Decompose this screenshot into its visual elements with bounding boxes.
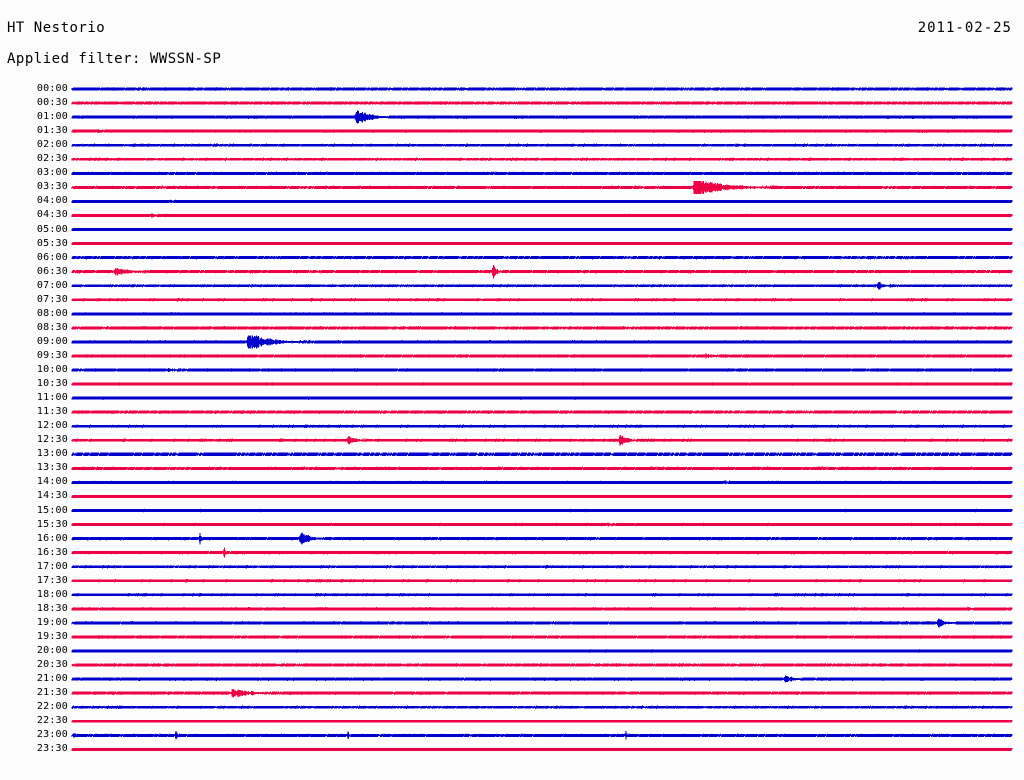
time-label: 06:00 xyxy=(36,251,68,263)
time-label: 22:30 xyxy=(36,715,68,727)
time-label: 18:30 xyxy=(36,602,68,614)
time-label: 00:30 xyxy=(36,97,68,109)
seismic-traces xyxy=(71,86,1013,752)
time-label: 11:30 xyxy=(36,406,68,418)
time-label: 10:00 xyxy=(36,364,68,375)
time-label: 02:00 xyxy=(36,139,68,151)
time-label: 19:00 xyxy=(36,616,68,628)
time-label: 05:30 xyxy=(36,237,68,249)
time-label: 04:00 xyxy=(36,195,68,207)
time-label: 16:30 xyxy=(36,546,68,558)
time-label: 09:30 xyxy=(36,349,68,361)
time-label: 13:30 xyxy=(36,462,68,474)
time-label: 08:30 xyxy=(36,321,68,333)
applied-filter-label: Applied filter: WWSSN-SP xyxy=(7,51,222,67)
time-label: 05:00 xyxy=(36,223,68,235)
time-label: 12:30 xyxy=(36,434,68,446)
time-label: 04:30 xyxy=(36,209,68,221)
station-title: HT Nestorio xyxy=(7,20,106,36)
time-label: 06:30 xyxy=(36,265,68,277)
time-label: 19:30 xyxy=(36,630,68,642)
record-date: 2011-02-25 xyxy=(917,20,1012,36)
time-label: 08:00 xyxy=(36,307,68,319)
time-label: 03:00 xyxy=(36,167,68,179)
time-label: 09:00 xyxy=(36,335,68,347)
time-label: 01:30 xyxy=(36,125,68,137)
time-label: 00:00 xyxy=(36,83,68,94)
time-label: 02:30 xyxy=(36,153,68,165)
time-label: 23:00 xyxy=(36,729,68,741)
time-label: 22:00 xyxy=(36,701,68,713)
time-label: 10:30 xyxy=(36,378,68,390)
time-label: 07:00 xyxy=(36,279,68,291)
time-label: 07:30 xyxy=(36,293,68,305)
time-label: 21:30 xyxy=(36,687,68,699)
time-label: 17:00 xyxy=(36,560,68,572)
time-label: 17:30 xyxy=(36,574,68,586)
time-label: 15:30 xyxy=(36,518,68,530)
time-label: 14:30 xyxy=(36,490,68,502)
time-label: 13:00 xyxy=(36,448,68,460)
time-label: 20:00 xyxy=(36,645,68,656)
time-label: 16:00 xyxy=(36,532,68,544)
time-label: 23:30 xyxy=(36,743,68,755)
time-label: 12:00 xyxy=(36,420,68,432)
helicorder-plot: 00:00 00:30 01:00 01:30 02:00 02:30 03:00 03:30… xyxy=(0,78,1024,774)
time-label: 15:00 xyxy=(36,504,68,516)
time-label: 03:30 xyxy=(36,181,68,193)
time-label: 01:00 xyxy=(36,111,68,123)
time-label: 11:00 xyxy=(36,392,68,404)
time-label: 21:00 xyxy=(36,673,68,685)
time-label: 14:00 xyxy=(36,476,68,488)
time-label: 20:30 xyxy=(36,659,68,671)
time-label: 18:00 xyxy=(36,588,68,600)
